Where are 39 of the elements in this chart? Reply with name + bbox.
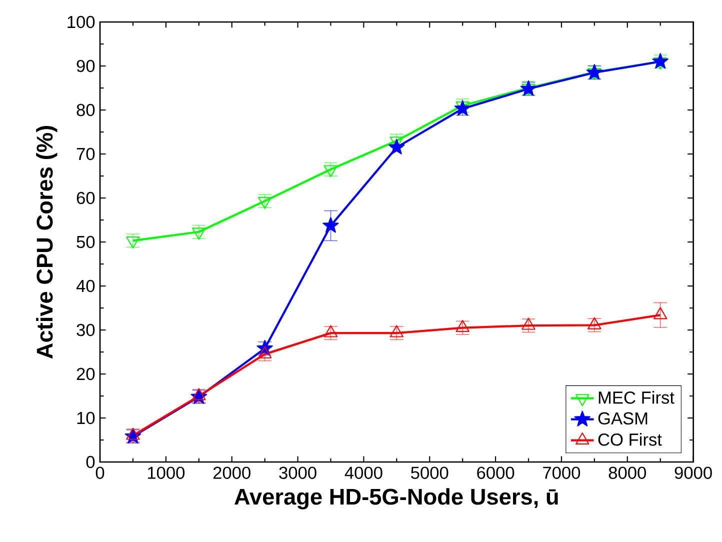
x-tick-label: 2000 xyxy=(213,466,250,479)
point xyxy=(322,217,339,233)
point xyxy=(522,318,536,330)
y-tick-label: 40 xyxy=(76,280,95,292)
point xyxy=(324,165,338,178)
point xyxy=(192,388,206,400)
y-tick-label: 30 xyxy=(76,324,95,336)
point xyxy=(390,325,404,338)
x-tick-label: 8000 xyxy=(608,466,646,479)
point xyxy=(126,428,140,440)
x-tick-label: 3000 xyxy=(279,466,316,479)
x-axis-title: Average HD-5G-Node Users, ū xyxy=(234,488,558,510)
point xyxy=(588,317,602,330)
x-tick-label: 9000 xyxy=(674,466,712,479)
x-tick-label: 6000 xyxy=(477,466,514,479)
point xyxy=(258,196,272,209)
x-tick-label: 7000 xyxy=(543,466,580,479)
point xyxy=(456,320,470,332)
point xyxy=(324,325,338,338)
y-tick-label: 50 xyxy=(76,236,95,248)
x-tick-label: 1000 xyxy=(148,466,185,479)
legend-label: MEC First xyxy=(598,391,674,404)
x-tick-label: 0 xyxy=(96,466,104,479)
point xyxy=(653,307,668,320)
y-tick-label: 90 xyxy=(76,60,95,72)
legend-label: GASM xyxy=(598,412,648,425)
y-tick-label: 10 xyxy=(77,412,95,424)
y-tick-label: 70 xyxy=(76,148,95,160)
y-tick-label: 60 xyxy=(76,192,95,204)
y-tick-label: 100 xyxy=(68,16,95,28)
legend-label: CO First xyxy=(598,433,662,446)
point xyxy=(258,346,272,358)
y-tick-label: 0 xyxy=(86,456,95,468)
y-tick-label: 20 xyxy=(76,368,95,380)
y-axis-title: Active CPU Cores (%) xyxy=(36,126,58,359)
x-tick-label: 4000 xyxy=(344,466,382,479)
x-tick-label: 5000 xyxy=(411,466,448,479)
y-tick-label: 80 xyxy=(76,104,95,116)
point xyxy=(653,57,668,70)
